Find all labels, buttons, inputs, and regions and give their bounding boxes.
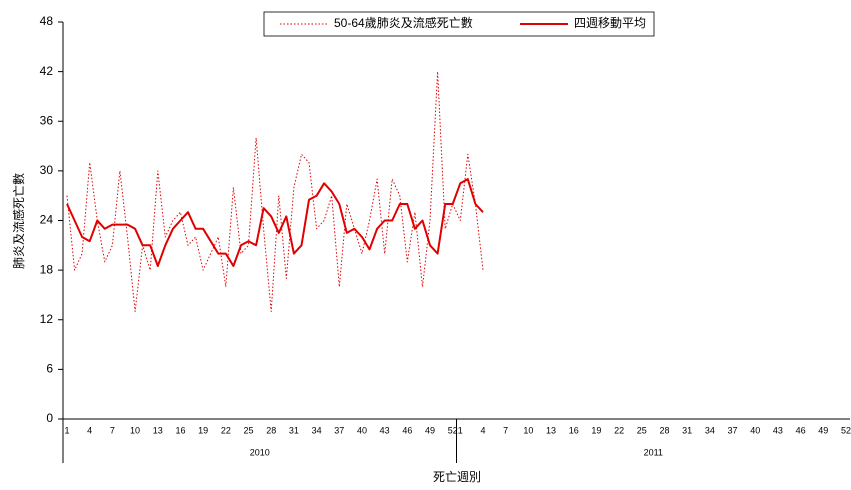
y-tick-label: 12 (40, 312, 54, 326)
x-tick-label: 46 (796, 425, 806, 435)
x-tick-label: 31 (682, 425, 692, 435)
x-tick-label: 49 (818, 425, 828, 435)
x-tick-label: 28 (659, 425, 669, 435)
series-line (66, 71, 484, 312)
legend-box (263, 11, 655, 37)
series-line (66, 178, 484, 267)
y-tick-label: 36 (40, 113, 54, 127)
x-tick-label: 52 (841, 425, 851, 435)
x-tick-label: 22 (221, 425, 231, 435)
x-tick-label: 1 (458, 425, 463, 435)
legend-label: 四週移動平均 (574, 16, 646, 30)
x-tick-label: 34 (312, 425, 322, 435)
x-tick-label: 31 (289, 425, 299, 435)
x-tick-label: 40 (750, 425, 760, 435)
x-tick-label: 13 (153, 425, 163, 435)
x-tick-label: 43 (773, 425, 783, 435)
x-group-label: 2010 (250, 447, 270, 457)
x-tick-label: 4 (87, 425, 92, 435)
x-tick-label: 10 (130, 425, 140, 435)
y-tick-label: 6 (46, 362, 53, 376)
x-tick-label: 13 (546, 425, 556, 435)
x-tick-label: 7 (503, 425, 508, 435)
y-tick-label: 24 (40, 213, 54, 227)
x-tick-label: 34 (705, 425, 715, 435)
x-tick-label: 40 (357, 425, 367, 435)
y-tick-label: 0 (46, 411, 53, 425)
x-axis-title: 死亡週別 (433, 470, 481, 484)
x-tick-label: 7 (110, 425, 115, 435)
x-tick-label: 43 (380, 425, 390, 435)
x-tick-label: 46 (402, 425, 412, 435)
x-tick-label: 37 (728, 425, 738, 435)
legend-label: 50-64歲肺炎及流感死亡數 (334, 15, 473, 30)
x-tick-label: 16 (175, 425, 185, 435)
x-tick-label: 37 (334, 425, 344, 435)
x-tick-label: 19 (591, 425, 601, 435)
x-tick-label: 1 (64, 425, 69, 435)
y-tick-label: 30 (40, 163, 54, 177)
y-axis-title: 肺炎及流感死亡數 (11, 173, 26, 269)
x-group-label: 2011 (644, 447, 663, 457)
x-tick-label: 52 (448, 425, 458, 435)
x-tick-label: 19 (198, 425, 208, 435)
y-tick-label: 48 (40, 14, 54, 28)
x-tick-label: 22 (614, 425, 624, 435)
x-tick-label: 25 (244, 425, 254, 435)
x-tick-label: 49 (425, 425, 435, 435)
x-tick-label: 10 (523, 425, 533, 435)
x-tick-label: 28 (266, 425, 276, 435)
x-tick-label: 25 (637, 425, 647, 435)
x-tick-label: 16 (569, 425, 579, 435)
y-tick-label: 18 (40, 262, 54, 276)
y-tick-label: 42 (40, 64, 54, 78)
x-tick-label: 4 (480, 425, 485, 435)
